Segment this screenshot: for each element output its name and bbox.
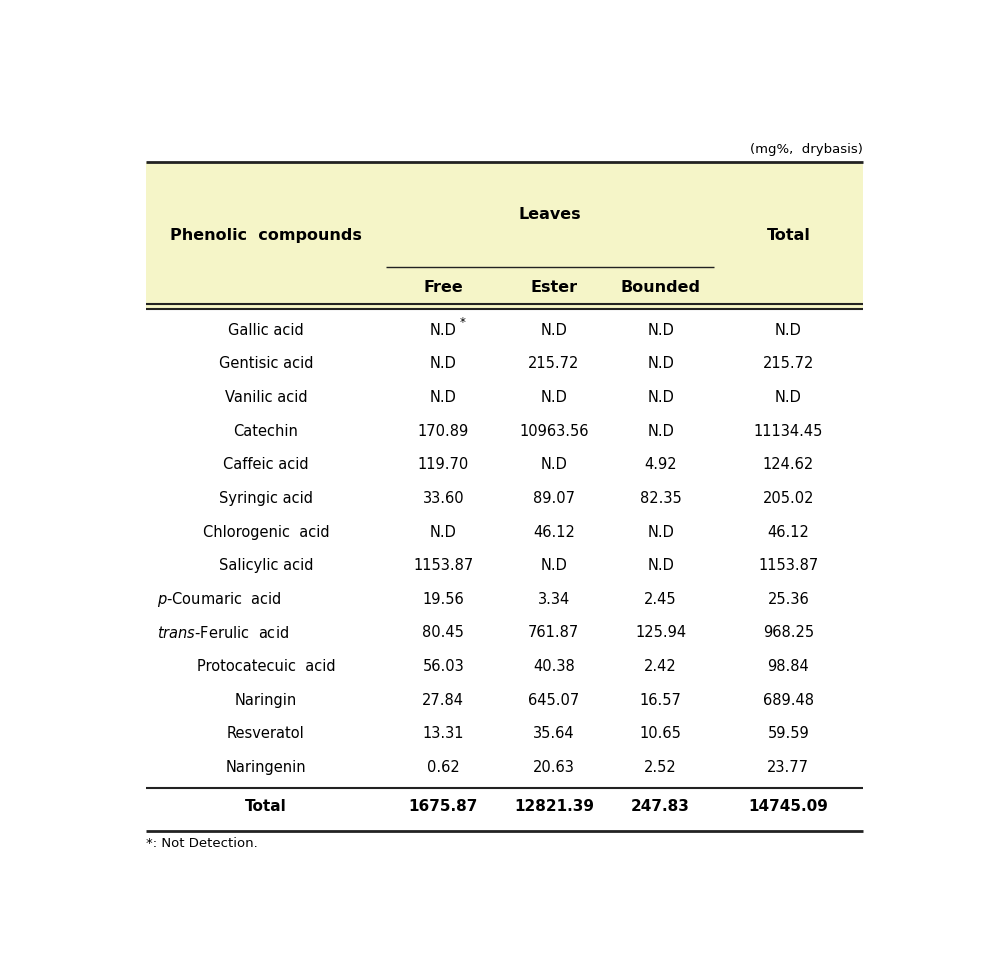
Text: 10.65: 10.65 bbox=[640, 727, 682, 741]
Text: *: * bbox=[461, 317, 466, 329]
Text: 16.57: 16.57 bbox=[640, 693, 682, 708]
Text: Gentisic acid: Gentisic acid bbox=[218, 356, 313, 371]
Text: 4.92: 4.92 bbox=[645, 457, 677, 472]
Text: 14745.09: 14745.09 bbox=[749, 800, 829, 814]
Text: 33.60: 33.60 bbox=[422, 491, 464, 506]
Text: N.D: N.D bbox=[647, 558, 674, 573]
Text: Syringic acid: Syringic acid bbox=[219, 491, 313, 506]
Text: Ester: Ester bbox=[530, 280, 578, 295]
Text: N.D: N.D bbox=[775, 390, 802, 405]
Text: N.D: N.D bbox=[647, 525, 674, 540]
Text: 3.34: 3.34 bbox=[537, 592, 570, 607]
Text: 2.52: 2.52 bbox=[645, 760, 677, 775]
Text: 40.38: 40.38 bbox=[533, 659, 575, 674]
Text: 82.35: 82.35 bbox=[640, 491, 682, 506]
Text: Catechin: Catechin bbox=[233, 424, 298, 438]
Text: Leaves: Leaves bbox=[519, 206, 582, 222]
Text: 125.94: 125.94 bbox=[635, 625, 686, 641]
Text: $\mathit{trans}$-Ferulic  acid: $\mathit{trans}$-Ferulic acid bbox=[157, 625, 289, 641]
Text: N.D: N.D bbox=[540, 322, 568, 338]
Text: 13.31: 13.31 bbox=[422, 727, 464, 741]
Text: 689.48: 689.48 bbox=[763, 693, 814, 708]
Text: N.D: N.D bbox=[430, 525, 457, 540]
Text: N.D: N.D bbox=[647, 356, 674, 371]
Text: Naringin: Naringin bbox=[235, 693, 297, 708]
Text: 2.42: 2.42 bbox=[645, 659, 677, 674]
Text: 59.59: 59.59 bbox=[768, 727, 809, 741]
Text: N.D: N.D bbox=[647, 390, 674, 405]
Text: (mg%,  drybasis): (mg%, drybasis) bbox=[750, 143, 863, 156]
Text: 2.45: 2.45 bbox=[645, 592, 677, 607]
Text: N.D: N.D bbox=[647, 322, 674, 338]
Text: 20.63: 20.63 bbox=[533, 760, 575, 775]
Text: N.D: N.D bbox=[430, 390, 457, 405]
Text: 98.84: 98.84 bbox=[768, 659, 809, 674]
Text: 124.62: 124.62 bbox=[763, 457, 814, 472]
Text: Total: Total bbox=[245, 800, 287, 814]
Text: Resveratol: Resveratol bbox=[227, 727, 305, 741]
Text: 645.07: 645.07 bbox=[528, 693, 580, 708]
Text: N.D: N.D bbox=[647, 424, 674, 438]
Text: *: Not Detection.: *: Not Detection. bbox=[146, 837, 258, 850]
Text: 1675.87: 1675.87 bbox=[408, 800, 478, 814]
Text: Salicylic acid: Salicylic acid bbox=[218, 558, 313, 573]
Text: $\mathit{p}$-Coumaric  acid: $\mathit{p}$-Coumaric acid bbox=[157, 590, 282, 609]
Text: 80.45: 80.45 bbox=[422, 625, 464, 641]
Text: 23.77: 23.77 bbox=[768, 760, 810, 775]
Text: Bounded: Bounded bbox=[621, 280, 701, 295]
Bar bbox=[146, 162, 863, 309]
Text: 1153.87: 1153.87 bbox=[759, 558, 819, 573]
Text: 89.07: 89.07 bbox=[533, 491, 575, 506]
Text: N.D: N.D bbox=[430, 322, 457, 338]
Text: Gallic acid: Gallic acid bbox=[228, 322, 304, 338]
Text: N.D: N.D bbox=[775, 322, 802, 338]
Text: 25.36: 25.36 bbox=[768, 592, 809, 607]
Text: 0.62: 0.62 bbox=[427, 760, 460, 775]
Text: 10963.56: 10963.56 bbox=[520, 424, 588, 438]
Text: 761.87: 761.87 bbox=[528, 625, 580, 641]
Text: 1153.87: 1153.87 bbox=[413, 558, 473, 573]
Text: 968.25: 968.25 bbox=[763, 625, 814, 641]
Text: 11134.45: 11134.45 bbox=[754, 424, 823, 438]
Text: 46.12: 46.12 bbox=[533, 525, 575, 540]
Text: 119.70: 119.70 bbox=[417, 457, 469, 472]
Text: 205.02: 205.02 bbox=[763, 491, 814, 506]
Text: 215.72: 215.72 bbox=[763, 356, 814, 371]
Text: Naringenin: Naringenin bbox=[225, 760, 306, 775]
Text: Phenolic  compounds: Phenolic compounds bbox=[170, 228, 362, 243]
Text: N.D: N.D bbox=[540, 390, 568, 405]
Text: Total: Total bbox=[767, 228, 810, 243]
Text: 12821.39: 12821.39 bbox=[514, 800, 594, 814]
Text: Vanilic acid: Vanilic acid bbox=[224, 390, 307, 405]
Text: 170.89: 170.89 bbox=[417, 424, 469, 438]
Text: 215.72: 215.72 bbox=[528, 356, 580, 371]
Text: Chlorogenic  acid: Chlorogenic acid bbox=[203, 525, 330, 540]
Text: Caffeic acid: Caffeic acid bbox=[223, 457, 309, 472]
Text: 27.84: 27.84 bbox=[422, 693, 464, 708]
Text: Protocatecuic  acid: Protocatecuic acid bbox=[197, 659, 336, 674]
Text: N.D: N.D bbox=[540, 558, 568, 573]
Text: N.D: N.D bbox=[540, 457, 568, 472]
Text: 19.56: 19.56 bbox=[422, 592, 464, 607]
Text: N.D: N.D bbox=[430, 356, 457, 371]
Text: 247.83: 247.83 bbox=[631, 800, 690, 814]
Text: Free: Free bbox=[423, 280, 463, 295]
Text: 46.12: 46.12 bbox=[768, 525, 809, 540]
Text: 56.03: 56.03 bbox=[422, 659, 464, 674]
Text: 35.64: 35.64 bbox=[533, 727, 575, 741]
